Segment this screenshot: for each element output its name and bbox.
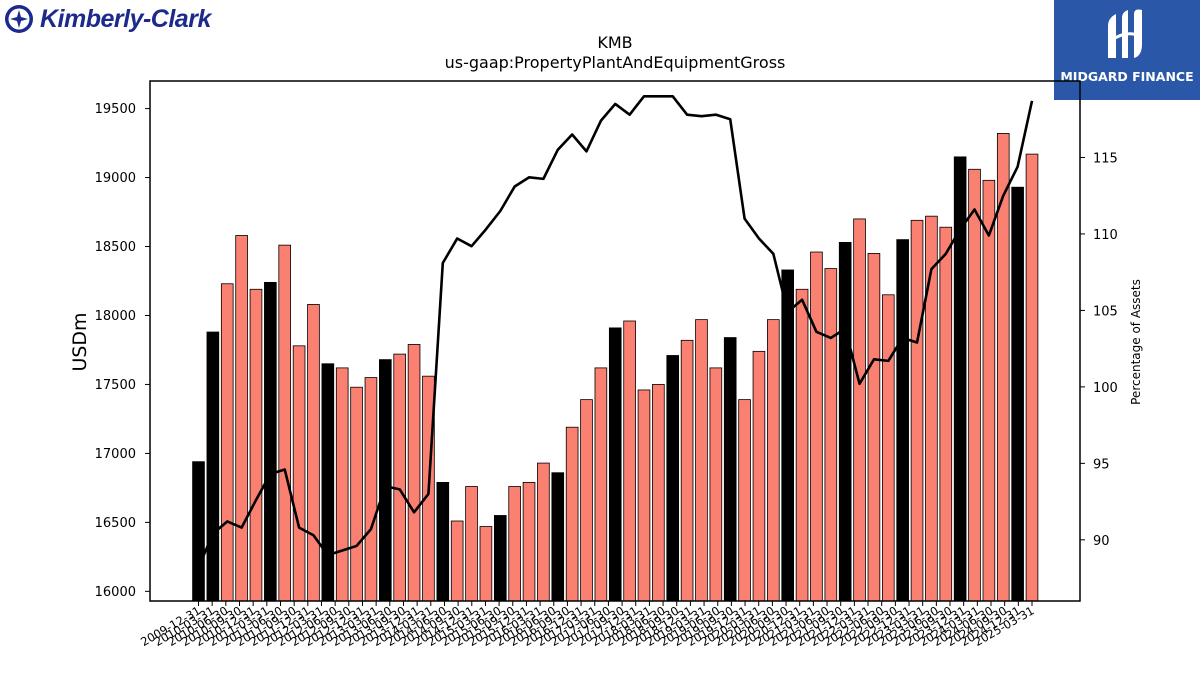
bar-2021-03-31 — [838, 241, 852, 601]
company-logo: Kimberly-Clark — [4, 2, 211, 36]
bar-2014-03-31 — [436, 481, 450, 601]
bar-2015-12-31 — [537, 462, 550, 601]
bar-2010-03-31 — [206, 331, 220, 601]
bar-2010-12-31 — [249, 288, 263, 601]
bar-2011-06-30 — [278, 244, 292, 601]
y2-tick-label: 95 — [1093, 457, 1110, 472]
bar-2011-03-31 — [264, 281, 277, 601]
bar-2020-06-30 — [795, 288, 809, 601]
bar-2021-09-30 — [867, 253, 881, 601]
plot-area — [192, 94, 1039, 601]
bar-2014-06-30 — [450, 520, 464, 601]
bar-2014-09-30 — [465, 486, 478, 601]
bar-2019-12-31 — [767, 319, 780, 601]
bar-2016-03-31 — [551, 472, 565, 601]
bar-2017-06-30 — [623, 320, 636, 601]
bar-2013-09-30 — [407, 344, 421, 601]
bar-series — [192, 133, 1039, 601]
y2-tick-label: 90 — [1093, 534, 1110, 549]
midgard-finance-mark-icon — [1108, 9, 1142, 58]
bar-2013-03-31 — [379, 359, 392, 601]
y-tick-label: 16000 — [95, 585, 136, 600]
company-logo-text: Kimberly-Clark — [40, 4, 211, 33]
y2-axis-label: Percentage of Assets — [1129, 279, 1143, 405]
bar-2010-06-30 — [220, 283, 234, 601]
bar-2012-09-30 — [350, 386, 363, 601]
y-axis-label: USDm — [69, 312, 91, 371]
bar-2022-12-31 — [939, 226, 953, 601]
bar-2012-03-31 — [321, 363, 335, 601]
kimberly-clark-emblem-icon — [5, 5, 33, 33]
y2-tick-label: 110 — [1093, 228, 1118, 243]
bar-2024-03-31 — [1011, 186, 1024, 601]
bar-2012-12-31 — [364, 377, 378, 601]
y-tick-label: 19000 — [95, 171, 136, 186]
bar-2009-12-31 — [192, 461, 205, 601]
bar-2018-12-31 — [709, 367, 723, 601]
chart-subtitle: us-gaap:PropertyPlantAndEquipmentGross — [445, 53, 786, 72]
y-tick-label: 18000 — [95, 309, 136, 324]
bar-2023-09-30 — [982, 179, 996, 601]
axes: 16000 16500 17000 17500 18000 18500 19000 19500… — [95, 80, 1118, 649]
y-tick-label: 17500 — [95, 378, 136, 393]
y-tick-label: 19500 — [95, 102, 136, 117]
y2-tick-label: 115 — [1093, 151, 1118, 166]
bar-2018-09-30 — [695, 319, 708, 601]
y-tick-label: 16500 — [95, 516, 136, 531]
bar-2022-09-30 — [925, 215, 938, 601]
bar-2022-03-31 — [896, 239, 909, 601]
bar-2021-12-31 — [881, 294, 895, 601]
bar-2015-06-30 — [508, 486, 521, 601]
bar-2016-09-30 — [580, 399, 593, 601]
bar-2011-12-31 — [307, 304, 320, 601]
bar-2015-03-31 — [493, 515, 507, 601]
bar-2021-06-30 — [853, 218, 866, 601]
bar-2018-06-30 — [680, 339, 694, 601]
bar-2017-03-31 — [608, 327, 622, 601]
plot-frame — [149, 80, 1081, 602]
line-series — [197, 94, 1034, 568]
bar-2023-03-31 — [953, 156, 967, 601]
bar-2020-09-30 — [810, 251, 823, 601]
percentage-of-assets-line — [197, 94, 1034, 568]
bar-2011-09-30 — [292, 345, 306, 601]
bar-2016-12-31 — [594, 367, 608, 601]
bar-2024-06-30 — [1025, 153, 1039, 601]
bar-2019-09-30 — [752, 350, 766, 601]
y2-tick-label: 105 — [1093, 304, 1118, 319]
bar-2019-03-31 — [723, 337, 737, 601]
bar-2012-06-30 — [335, 367, 349, 601]
bar-2010-09-30 — [235, 235, 248, 601]
bar-2017-12-31 — [652, 384, 665, 601]
bar-2020-03-31 — [781, 269, 794, 601]
bar-2015-09-30 — [522, 481, 536, 601]
y-tick-label: 18500 — [95, 240, 136, 255]
bar-2016-06-30 — [565, 426, 579, 601]
bar-2023-12-31 — [996, 133, 1010, 601]
bar-2023-06-30 — [968, 168, 981, 601]
bar-2017-09-30 — [637, 389, 651, 601]
chart-title: KMB — [597, 33, 632, 52]
bar-2022-06-30 — [910, 219, 924, 601]
y-tick-label: 17000 — [95, 447, 136, 462]
bar-2014-12-31 — [479, 526, 493, 601]
publisher-logo: MIDGARD FINANCE — [1054, 0, 1200, 100]
publisher-logo-text: MIDGARD FINANCE — [1060, 69, 1194, 84]
bar-2018-03-31 — [666, 355, 680, 601]
bar-2019-06-30 — [738, 399, 751, 601]
y2-tick-label: 100 — [1093, 381, 1118, 396]
bar-2020-12-31 — [824, 268, 838, 601]
